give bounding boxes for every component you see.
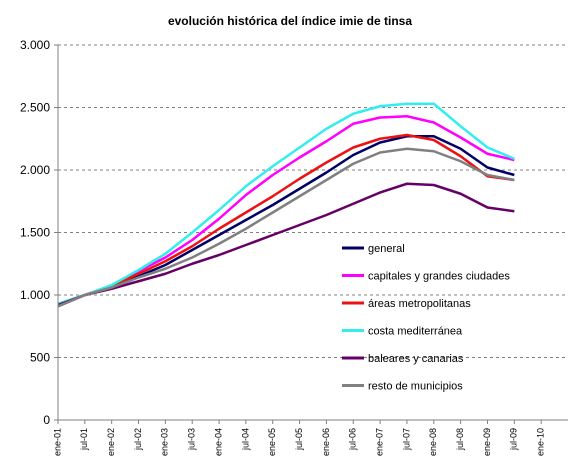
- series-line-baleares-y-canarias: [57, 182, 515, 307]
- legend-label: general: [368, 243, 405, 255]
- x-tick-label: ene-07: [374, 428, 384, 456]
- x-tick-label: jul-08: [455, 428, 465, 451]
- legend: general capitales y grandes ciudades áreas…: [342, 243, 510, 393]
- x-tick-label: ene-08: [428, 428, 438, 456]
- x-tick-label: ene-09: [482, 428, 492, 456]
- y-tick-label: 1.000: [20, 288, 50, 302]
- x-tick-label: ene-10: [536, 428, 546, 456]
- chart-title: evolución histórica del índice imie de t…: [168, 14, 412, 28]
- y-tick-label: 1.500: [20, 226, 50, 240]
- legend-label: costa mediterránea: [368, 326, 463, 338]
- y-tick-label: 2.000: [20, 163, 50, 177]
- x-tick-label: ene-05: [267, 428, 277, 456]
- y-tick-label: 500: [30, 351, 50, 365]
- x-axis-ticks: ene-01 jul-01 ene-02 jul-02 ene-03 jul-03 ene-…: [52, 420, 546, 456]
- legend-label: baleares y canarias: [368, 353, 464, 365]
- x-tick-label: jul-01: [79, 428, 89, 451]
- x-tick-label: ene-01: [52, 428, 62, 456]
- x-tick-label: ene-04: [213, 428, 223, 456]
- series-line-areas-metropolitanas: [57, 133, 515, 308]
- x-tick-label: ene-03: [160, 428, 170, 456]
- series-line-costa-mediterranea: [57, 102, 515, 305]
- x-tick-label: jul-06: [348, 428, 358, 451]
- x-tick-label: ene-02: [106, 428, 116, 456]
- y-tick-label: 0: [43, 413, 50, 427]
- y-axis-ticks: 0 500 1.000 1.500 2.000 2.500 3.000: [20, 38, 58, 427]
- series-line-resto-de-municipios: [57, 147, 515, 308]
- legend-label: resto de municipios: [368, 381, 463, 393]
- y-tick-label: 2.500: [20, 101, 50, 115]
- gridlines: [58, 44, 568, 358]
- x-tick-label: jul-07: [401, 428, 411, 451]
- x-tick-label: jul-03: [187, 428, 197, 451]
- legend-label: capitales y grandes ciudades: [368, 271, 510, 283]
- x-tick-label: jul-05: [294, 428, 304, 451]
- legend-label: áreas metropolitanas: [368, 298, 471, 310]
- x-tick-label: jul-02: [133, 428, 143, 451]
- x-tick-label: ene-06: [321, 428, 331, 456]
- x-tick-label: jul-09: [509, 428, 519, 451]
- y-tick-label: 3.000: [20, 38, 50, 52]
- x-tick-label: jul-04: [240, 428, 250, 451]
- series-lines: [57, 102, 515, 308]
